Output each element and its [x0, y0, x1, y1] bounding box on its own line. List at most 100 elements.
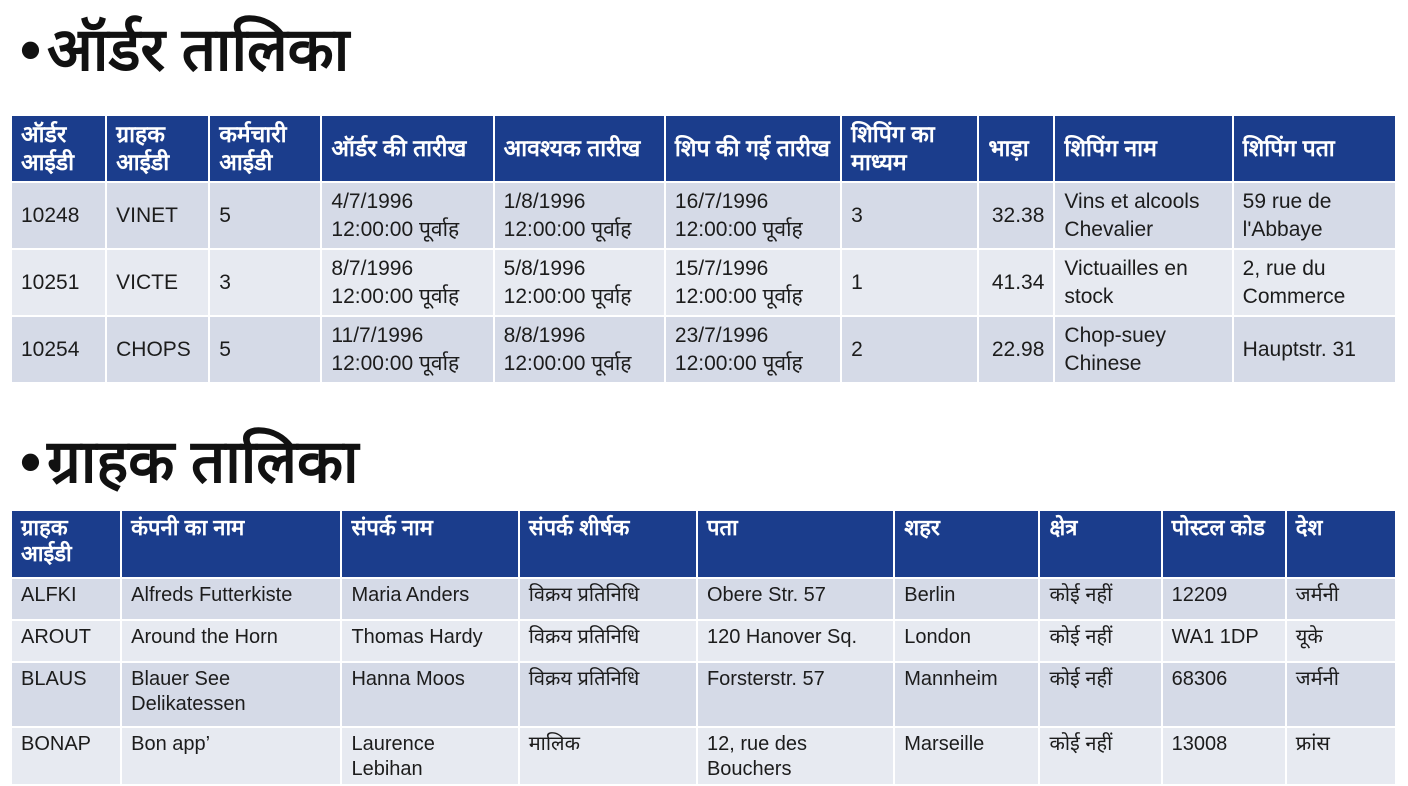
customer-table: ग्राहक आईडी कंपनी का नाम संपर्क नाम संपर्क … — [10, 509, 1397, 786]
column-header: संपर्क शीर्षक — [519, 511, 696, 577]
table-row: 10254 CHOPS 5 11/7/1996 12:00:00 पूर्वाह 8/8… — [12, 317, 1395, 382]
table-header: ग्राहक आईडी कंपनी का नाम संपर्क नाम संपर्क … — [12, 511, 1395, 577]
table-cell: Marseille — [895, 728, 1039, 784]
table-cell: कोई नहीं — [1040, 728, 1161, 784]
table-cell: Maria Anders — [342, 579, 518, 619]
table-cell: 3 — [842, 183, 978, 248]
table-cell: फ्रांस — [1286, 728, 1395, 784]
table-cell: 41.34 — [979, 250, 1054, 315]
table-body: ALFKI Alfreds Futterkiste Maria Anders विक्… — [12, 579, 1395, 784]
column-header: संपर्क नाम — [342, 511, 518, 577]
table-cell: जर्मनी — [1286, 663, 1395, 726]
table-cell: 13008 — [1162, 728, 1285, 784]
table-cell: 1 — [842, 250, 978, 315]
table-cell: ALFKI — [12, 579, 121, 619]
section-title: ग्राहक तालिका — [20, 432, 359, 492]
header-row: ऑर्डर आईडी ग्राहक आईडी कर्मचारी आईडी ऑर्डर … — [12, 116, 1395, 181]
column-header: ग्राहक आईडी — [12, 511, 121, 577]
table-cell: यूके — [1286, 621, 1395, 661]
table-cell: Berlin — [895, 579, 1039, 619]
table-row: BLAUS Blauer See Delikatessen Hanna Moos वि… — [12, 663, 1395, 726]
table-cell: 32.38 — [979, 183, 1054, 248]
column-header: शिप की गई तारीख — [665, 116, 841, 181]
table-cell: 3 — [210, 250, 321, 315]
column-header: ग्राहक आईडी — [107, 116, 209, 181]
column-header: क्षेत्र — [1040, 511, 1161, 577]
table-cell: कोई नहीं — [1040, 579, 1161, 619]
table-cell: Thomas Hardy — [342, 621, 518, 661]
table-cell: Hanna Moos — [342, 663, 518, 726]
table-cell: 22.98 — [979, 317, 1054, 382]
table-row: BONAP Bon app’ Laurence Lebihan मालिक 12, ru… — [12, 728, 1395, 784]
table-row: 10248 VINET 5 4/7/1996 12:00:00 पूर्वाह 1/8/… — [12, 183, 1395, 248]
column-header: शिपिंग पता — [1233, 116, 1395, 181]
table-cell: विक्रय प्रतिनिधि — [519, 621, 696, 661]
table-row: 10251 VICTE 3 8/7/1996 12:00:00 पूर्वाह 5/8/… — [12, 250, 1395, 315]
table-cell: 68306 — [1162, 663, 1285, 726]
column-header: भाड़ा — [979, 116, 1054, 181]
table-cell: 10248 — [12, 183, 106, 248]
table-cell: Laurence Lebihan — [342, 728, 518, 784]
column-header: शहर — [895, 511, 1039, 577]
table-cell: Obere Str. 57 — [697, 579, 894, 619]
table-cell: विक्रय प्रतिनिधि — [519, 579, 696, 619]
table-cell: 5 — [210, 317, 321, 382]
column-header: शिपिंग नाम — [1055, 116, 1232, 181]
table-cell: 16/7/1996 12:00:00 पूर्वाह — [665, 183, 841, 248]
table-cell: 10251 — [12, 250, 106, 315]
table-cell: VICTE — [107, 250, 209, 315]
table-cell: 11/7/1996 12:00:00 पूर्वाह — [322, 317, 493, 382]
table-cell: 120 Hanover Sq. — [697, 621, 894, 661]
table-cell: 1/8/1996 12:00:00 पूर्वाह — [494, 183, 664, 248]
section-title: ऑर्डर तालिका — [20, 20, 349, 80]
header-row: ग्राहक आईडी कंपनी का नाम संपर्क नाम संपर्क … — [12, 511, 1395, 577]
table-cell: Vins et alcools Chevalier — [1055, 183, 1232, 248]
table-cell: 8/8/1996 12:00:00 पूर्वाह — [494, 317, 664, 382]
column-header: आवश्यक तारीख — [494, 116, 664, 181]
table-cell: BLAUS — [12, 663, 121, 726]
column-header: शिपिंग का माध्यम — [842, 116, 978, 181]
table-cell: Hauptstr. 31 — [1233, 317, 1395, 382]
column-header: पता — [697, 511, 894, 577]
table-cell: 5/8/1996 12:00:00 पूर्वाह — [494, 250, 664, 315]
table-cell: AROUT — [12, 621, 121, 661]
order-table: ऑर्डर आईडी ग्राहक आईडी कर्मचारी आईडी ऑर्डर … — [10, 114, 1397, 384]
table-cell: कोई नहीं — [1040, 663, 1161, 726]
table-cell: कोई नहीं — [1040, 621, 1161, 661]
table-cell: 10254 — [12, 317, 106, 382]
table-cell: विक्रय प्रतिनिधि — [519, 663, 696, 726]
column-header: कर्मचारी आईडी — [210, 116, 321, 181]
table-cell: 5 — [210, 183, 321, 248]
table-cell: Bon app’ — [122, 728, 341, 784]
table-cell: मालिक — [519, 728, 696, 784]
table-cell: Forsterstr. 57 — [697, 663, 894, 726]
table-header: ऑर्डर आईडी ग्राहक आईडी कर्मचारी आईडी ऑर्डर … — [12, 116, 1395, 181]
table-cell: 8/7/1996 12:00:00 पूर्वाह — [322, 250, 493, 315]
table-cell: Blauer See Delikatessen — [122, 663, 341, 726]
table-cell: 2, rue du Commerce — [1233, 250, 1395, 315]
table-cell: Around the Horn — [122, 621, 341, 661]
table-row: AROUT Around the Horn Thomas Hardy विक्रय प… — [12, 621, 1395, 661]
table-cell: 12, rue des Bouchers — [697, 728, 894, 784]
column-header: पोस्टल कोड — [1162, 511, 1285, 577]
table-cell: CHOPS — [107, 317, 209, 382]
table-cell: VINET — [107, 183, 209, 248]
table-cell: 23/7/1996 12:00:00 पूर्वाह — [665, 317, 841, 382]
table-cell: Chop-suey Chinese — [1055, 317, 1232, 382]
table-cell: Mannheim — [895, 663, 1039, 726]
table-cell: 2 — [842, 317, 978, 382]
table-cell: 4/7/1996 12:00:00 पूर्वाह — [322, 183, 493, 248]
column-header: देश — [1286, 511, 1395, 577]
table-row: ALFKI Alfreds Futterkiste Maria Anders विक्… — [12, 579, 1395, 619]
table-cell: London — [895, 621, 1039, 661]
column-header: ऑर्डर आईडी — [12, 116, 106, 181]
table-cell: Victuailles en stock — [1055, 250, 1232, 315]
page: {"order_table": {"title": "ऑर्डर तालिका"… — [0, 0, 1408, 768]
table-cell: 12209 — [1162, 579, 1285, 619]
table-cell: 59 rue de l'Abbaye — [1233, 183, 1395, 248]
column-header: कंपनी का नाम — [122, 511, 341, 577]
column-header: ऑर्डर की तारीख — [322, 116, 493, 181]
table-cell: WA1 1DP — [1162, 621, 1285, 661]
table-cell: BONAP — [12, 728, 121, 784]
table-body: 10248 VINET 5 4/7/1996 12:00:00 पूर्वाह 1/8/… — [12, 183, 1395, 382]
